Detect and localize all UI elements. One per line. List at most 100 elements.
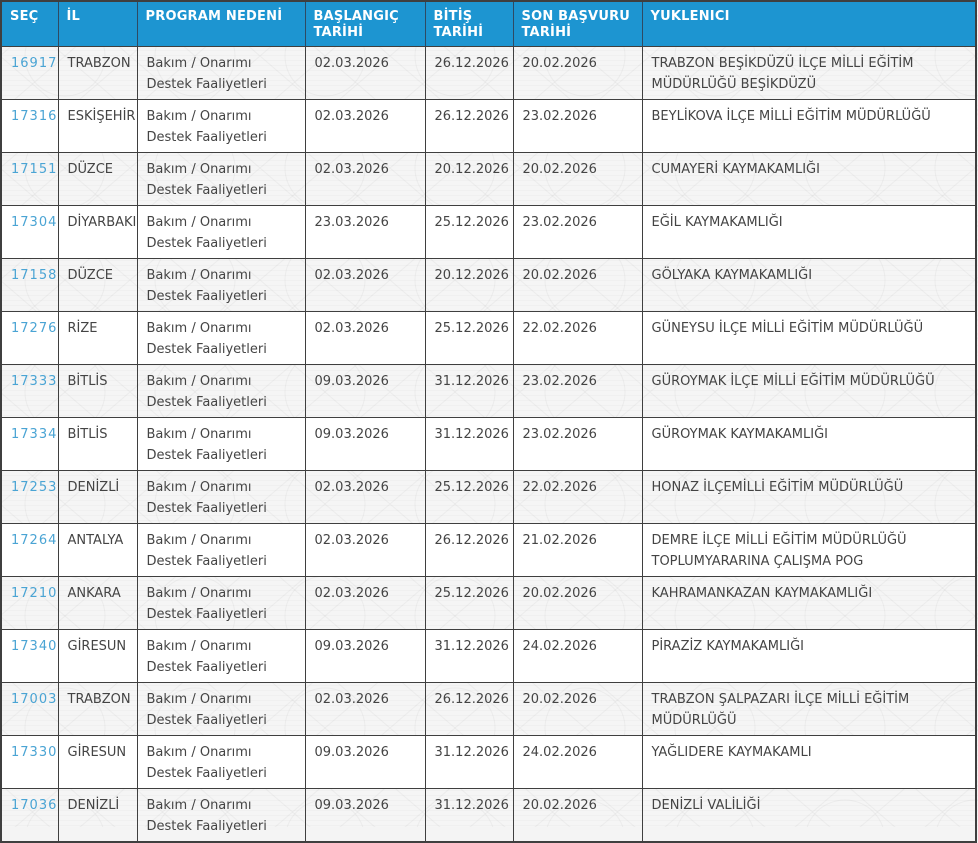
il-cell: GİRESUN — [57, 629, 138, 683]
yuklenici-cell: GÖLYAKA KAYMAKAMLIĞI — [641, 258, 977, 312]
job-id-link[interactable]: 17036 — [11, 798, 58, 813]
job-id-link[interactable]: 17253 — [11, 480, 58, 495]
job-id-link[interactable]: 17151 — [11, 162, 58, 177]
son-basvuru-cell: 20.02.2026 — [512, 788, 643, 843]
il-cell: DİYARBAKIR — [57, 205, 138, 259]
bitis-cell: 31.12.2026 — [424, 629, 514, 683]
sec-cell: 17316 — [0, 99, 59, 153]
yuklenici-cell: KAHRAMANKAZAN KAYMAKAMLIĞI — [641, 576, 977, 630]
job-id-link[interactable]: 17333 — [11, 374, 58, 389]
table-row: 17151 DÜZCE Bakım / Onarımı Destek Faali… — [0, 152, 977, 206]
son-basvuru-cell: 23.02.2026 — [512, 99, 643, 153]
bitis-cell: 26.12.2026 — [424, 682, 514, 736]
yuklenici-cell: TRABZON ŞALPAZARI İLÇE MİLLİ EĞİTİM MÜDÜ… — [641, 682, 977, 736]
baslangic-cell: 09.03.2026 — [304, 735, 426, 789]
sec-cell: 17333 — [0, 364, 59, 418]
bitis-cell: 31.12.2026 — [424, 788, 514, 843]
table-row: 17334 BİTLİS Bakım / Onarımı Destek Faal… — [0, 417, 977, 471]
son-basvuru-cell: 20.02.2026 — [512, 258, 643, 312]
job-id-link[interactable]: 17304 — [11, 215, 58, 230]
column-header-il: İL — [57, 1, 138, 47]
job-id-link[interactable]: 16917 — [11, 56, 58, 71]
program-cell: Bakım / Onarımı Destek Faaliyetleri — [136, 417, 306, 471]
il-cell: ANKARA — [57, 576, 138, 630]
table-row: 17158 DÜZCE Bakım / Onarımı Destek Faali… — [0, 258, 977, 312]
yuklenici-cell: GÜROYMAK KAYMAKAMLIĞI — [641, 417, 977, 471]
son-basvuru-cell: 20.02.2026 — [512, 576, 643, 630]
yuklenici-cell: DEMRE İLÇE MİLLİ EĞİTİM MÜDÜRLÜĞÜ TOPLUM… — [641, 523, 977, 577]
son-basvuru-cell: 22.02.2026 — [512, 311, 643, 365]
bitis-cell: 31.12.2026 — [424, 364, 514, 418]
job-id-link[interactable]: 17334 — [11, 427, 58, 442]
sec-cell: 17253 — [0, 470, 59, 524]
job-id-link[interactable]: 17264 — [11, 533, 58, 548]
bitis-cell: 25.12.2026 — [424, 311, 514, 365]
baslangic-cell: 02.03.2026 — [304, 470, 426, 524]
bitis-cell: 26.12.2026 — [424, 99, 514, 153]
job-id-link[interactable]: 17276 — [11, 321, 58, 336]
il-cell: BİTLİS — [57, 417, 138, 471]
il-cell: GİRESUN — [57, 735, 138, 789]
bitis-cell: 25.12.2026 — [424, 576, 514, 630]
program-cell: Bakım / Onarımı Destek Faaliyetleri — [136, 205, 306, 259]
table-row: 17003 TRABZON Bakım / Onarımı Destek Faa… — [0, 682, 977, 736]
son-basvuru-cell: 21.02.2026 — [512, 523, 643, 577]
bitis-cell: 25.12.2026 — [424, 205, 514, 259]
yuklenici-cell: YAĞLIDERE KAYMAKAMLI — [641, 735, 977, 789]
il-cell: DENİZLİ — [57, 470, 138, 524]
son-basvuru-cell: 24.02.2026 — [512, 629, 643, 683]
son-basvuru-cell: 23.02.2026 — [512, 417, 643, 471]
column-header-baslangic: BAŞLANGIÇ TARİHİ — [304, 1, 426, 47]
table-row: 17264 ANTALYA Bakım / Onarımı Destek Faa… — [0, 523, 977, 577]
baslangic-cell: 02.03.2026 — [304, 258, 426, 312]
il-cell: DÜZCE — [57, 152, 138, 206]
son-basvuru-cell: 23.02.2026 — [512, 205, 643, 259]
son-basvuru-cell: 20.02.2026 — [512, 152, 643, 206]
table-body: 16917 TRABZON Bakım / Onarımı Destek Faa… — [0, 46, 977, 843]
baslangic-cell: 09.03.2026 — [304, 417, 426, 471]
sec-cell: 17003 — [0, 682, 59, 736]
sec-cell: 16917 — [0, 46, 59, 100]
yuklenici-cell: GÜNEYSU İLÇE MİLLİ EĞİTİM MÜDÜRLÜĞÜ — [641, 311, 977, 365]
il-cell: TRABZON — [57, 682, 138, 736]
program-cell: Bakım / Onarımı Destek Faaliyetleri — [136, 682, 306, 736]
program-cell: Bakım / Onarımı Destek Faaliyetleri — [136, 99, 306, 153]
job-id-link[interactable]: 17158 — [11, 268, 58, 283]
table-row: 17036 DENİZLİ Bakım / Onarımı Destek Faa… — [0, 788, 977, 843]
bitis-cell: 20.12.2026 — [424, 152, 514, 206]
column-header-bitis: BİTİŞ TARİHİ — [424, 1, 514, 47]
job-id-link[interactable]: 17330 — [11, 745, 58, 760]
son-basvuru-cell: 20.02.2026 — [512, 46, 643, 100]
job-id-link[interactable]: 17316 — [11, 109, 58, 124]
program-cell: Bakım / Onarımı Destek Faaliyetleri — [136, 470, 306, 524]
bitis-cell: 31.12.2026 — [424, 735, 514, 789]
table-row: 17330 GİRESUN Bakım / Onarımı Destek Faa… — [0, 735, 977, 789]
yuklenici-cell: DENİZLİ VALİLİĞİ — [641, 788, 977, 843]
table-row: 17210 ANKARA Bakım / Onarımı Destek Faal… — [0, 576, 977, 630]
sec-cell: 17151 — [0, 152, 59, 206]
yuklenici-cell: HONAZ İLÇEMİLLİ EĞİTİM MÜDÜRLÜĞÜ — [641, 470, 977, 524]
baslangic-cell: 02.03.2026 — [304, 152, 426, 206]
yuklenici-cell: TRABZON BEŞİKDÜZÜ İLÇE MİLLİ EĞİTİM MÜDÜ… — [641, 46, 977, 100]
yuklenici-cell: EĞİL KAYMAKAMLIĞI — [641, 205, 977, 259]
baslangic-cell: 02.03.2026 — [304, 311, 426, 365]
job-id-link[interactable]: 17340 — [11, 639, 58, 654]
column-header-program: PROGRAM NEDENİ — [136, 1, 306, 47]
son-basvuru-cell: 23.02.2026 — [512, 364, 643, 418]
il-cell: ANTALYA — [57, 523, 138, 577]
program-cell: Bakım / Onarımı Destek Faaliyetleri — [136, 46, 306, 100]
sec-cell: 17210 — [0, 576, 59, 630]
job-id-link[interactable]: 17210 — [11, 586, 58, 601]
son-basvuru-cell: 22.02.2026 — [512, 470, 643, 524]
program-cell: Bakım / Onarımı Destek Faaliyetleri — [136, 629, 306, 683]
program-cell: Bakım / Onarımı Destek Faaliyetleri — [136, 258, 306, 312]
table-row: 16917 TRABZON Bakım / Onarımı Destek Faa… — [0, 46, 977, 100]
yuklenici-cell: GÜROYMAK İLÇE MİLLİ EĞİTİM MÜDÜRLÜĞÜ — [641, 364, 977, 418]
son-basvuru-cell: 24.02.2026 — [512, 735, 643, 789]
il-cell: ESKİŞEHİR — [57, 99, 138, 153]
program-cell: Bakım / Onarımı Destek Faaliyetleri — [136, 576, 306, 630]
job-id-link[interactable]: 17003 — [11, 692, 58, 707]
column-header-son-basvuru: SON BAŞVURU TARİHİ — [512, 1, 643, 47]
table-row: 17333 BİTLİS Bakım / Onarımı Destek Faal… — [0, 364, 977, 418]
